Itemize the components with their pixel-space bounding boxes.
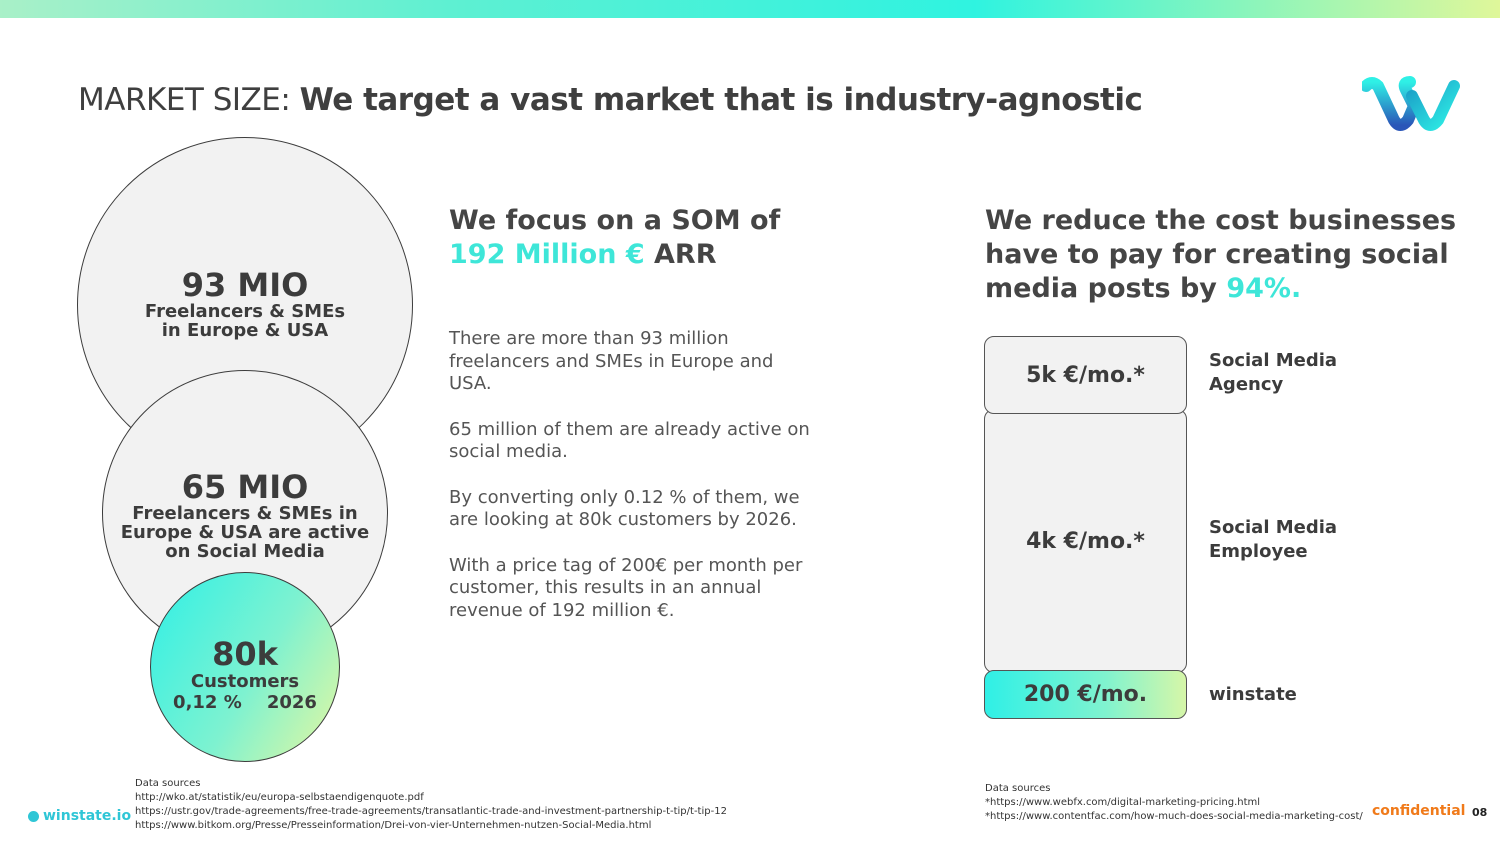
cost-heading-line3-text: media posts by <box>985 273 1217 304</box>
cost-bar-employee: 4k €/mo.* <box>984 409 1187 673</box>
page-title: MARKET SIZE: We target a vast market tha… <box>78 82 1143 118</box>
som-heading-accent: 192 Million € <box>449 239 645 270</box>
cost-label-line: Social Media <box>1209 517 1338 538</box>
som-circle <box>150 572 340 762</box>
som-paragraph: There are more than 93 million freelance… <box>449 328 774 394</box>
som-year: 2026 <box>266 692 317 713</box>
som-percent: 0,12 % <box>173 692 242 713</box>
som-detail: 0,12 % 2026 <box>165 692 325 713</box>
source-link[interactable]: *https://www.contentfac.com/how-much-doe… <box>985 811 1363 822</box>
cost-heading-line1: We reduce the cost businesses <box>985 205 1457 236</box>
som-heading-line2: 192 Million € ARR <box>449 238 780 272</box>
sources-title: Data sources <box>135 778 201 789</box>
sam-text: 65 MIO Freelancers & SMEs in Europe & US… <box>110 470 380 561</box>
cost-heading-line2: have to pay for creating social <box>985 239 1449 270</box>
tam-line1: Freelancers & SMEs <box>144 301 346 322</box>
cost-label-line: winstate <box>1209 684 1297 705</box>
som-value: 80k <box>212 635 278 673</box>
cost-label-line: Social Media <box>1209 350 1338 371</box>
sam-line2: Europe & USA are active <box>120 522 370 543</box>
tam-text: 93 MIO Freelancers & SMEs in Europe & US… <box>110 268 380 340</box>
top-gradient-bar <box>0 0 1500 18</box>
tam-line2: in Europe & USA <box>161 320 329 341</box>
source-link[interactable]: *https://www.webfx.com/digital-marketing… <box>985 797 1261 808</box>
title-bold: We target a vast market that is industry… <box>299 82 1143 118</box>
cost-heading-line3: media posts by 94%. <box>985 272 1456 306</box>
brand-name: winstate.io <box>43 808 132 824</box>
data-sources-left: Data sources http://wko.at/statistik/eu/… <box>135 777 727 833</box>
cost-label-winstate: winstate <box>1209 683 1409 707</box>
som-text: 80k Customers 0,12 % 2026 <box>165 637 325 713</box>
title-lead: MARKET SIZE: <box>78 82 291 118</box>
sam-line1: Freelancers & SMEs in <box>132 503 358 524</box>
sources-title: Data sources <box>985 783 1051 794</box>
cost-label-line: Agency <box>1209 374 1284 395</box>
som-paragraph: 65 million of them are already active on… <box>449 418 810 463</box>
winstate-w-logo-icon <box>1362 76 1460 131</box>
page-number: 08 <box>1472 806 1488 819</box>
sam-line3: on Social Media <box>165 541 325 562</box>
som-body: There are more than 93 million freelance… <box>449 328 819 645</box>
cost-bar-price: 5k €/mo.* <box>1026 362 1145 388</box>
cost-label-agency: Social Media Agency <box>1209 349 1409 397</box>
source-link[interactable]: https://www.bitkom.org/Presse/Presseinfo… <box>135 820 652 831</box>
cost-label-line: Employee <box>1209 541 1308 562</box>
cost-bar-agency: 5k €/mo.* <box>984 336 1187 414</box>
confidential-label: confidential <box>1372 803 1466 819</box>
winstate-mark-icon <box>28 810 39 822</box>
cost-bar-winstate: 200 €/mo. <box>984 670 1187 719</box>
cost-bar-price: 4k €/mo.* <box>1026 528 1145 554</box>
som-line1: Customers <box>190 671 300 692</box>
cost-bar-price: 200 €/mo. <box>1023 682 1148 707</box>
som-heading-line1: We focus on a SOM of <box>449 205 781 236</box>
som-heading: We focus on a SOM of 192 Million € ARR <box>449 204 780 272</box>
sam-value: 65 MIO <box>181 468 309 506</box>
brand-footer: winstate.io <box>28 808 131 824</box>
cost-heading: We reduce the cost businesses have to pa… <box>985 204 1456 306</box>
som-paragraph: With a price tag of 200€ per month per c… <box>449 554 803 621</box>
cost-heading-accent: 94%. <box>1226 273 1302 304</box>
source-link[interactable]: https://ustr.gov/trade-agreements/free-t… <box>135 806 727 817</box>
tam-value: 93 MIO <box>181 266 309 304</box>
data-sources-right: Data sources *https://www.webfx.com/digi… <box>985 782 1363 824</box>
som-paragraph: By converting only 0.12 % of them, we ar… <box>449 486 800 531</box>
cost-label-employee: Social Media Employee <box>1209 516 1409 564</box>
som-heading-suffix: ARR <box>654 239 717 270</box>
source-link[interactable]: http://wko.at/statistik/eu/europa-selbst… <box>135 792 424 803</box>
